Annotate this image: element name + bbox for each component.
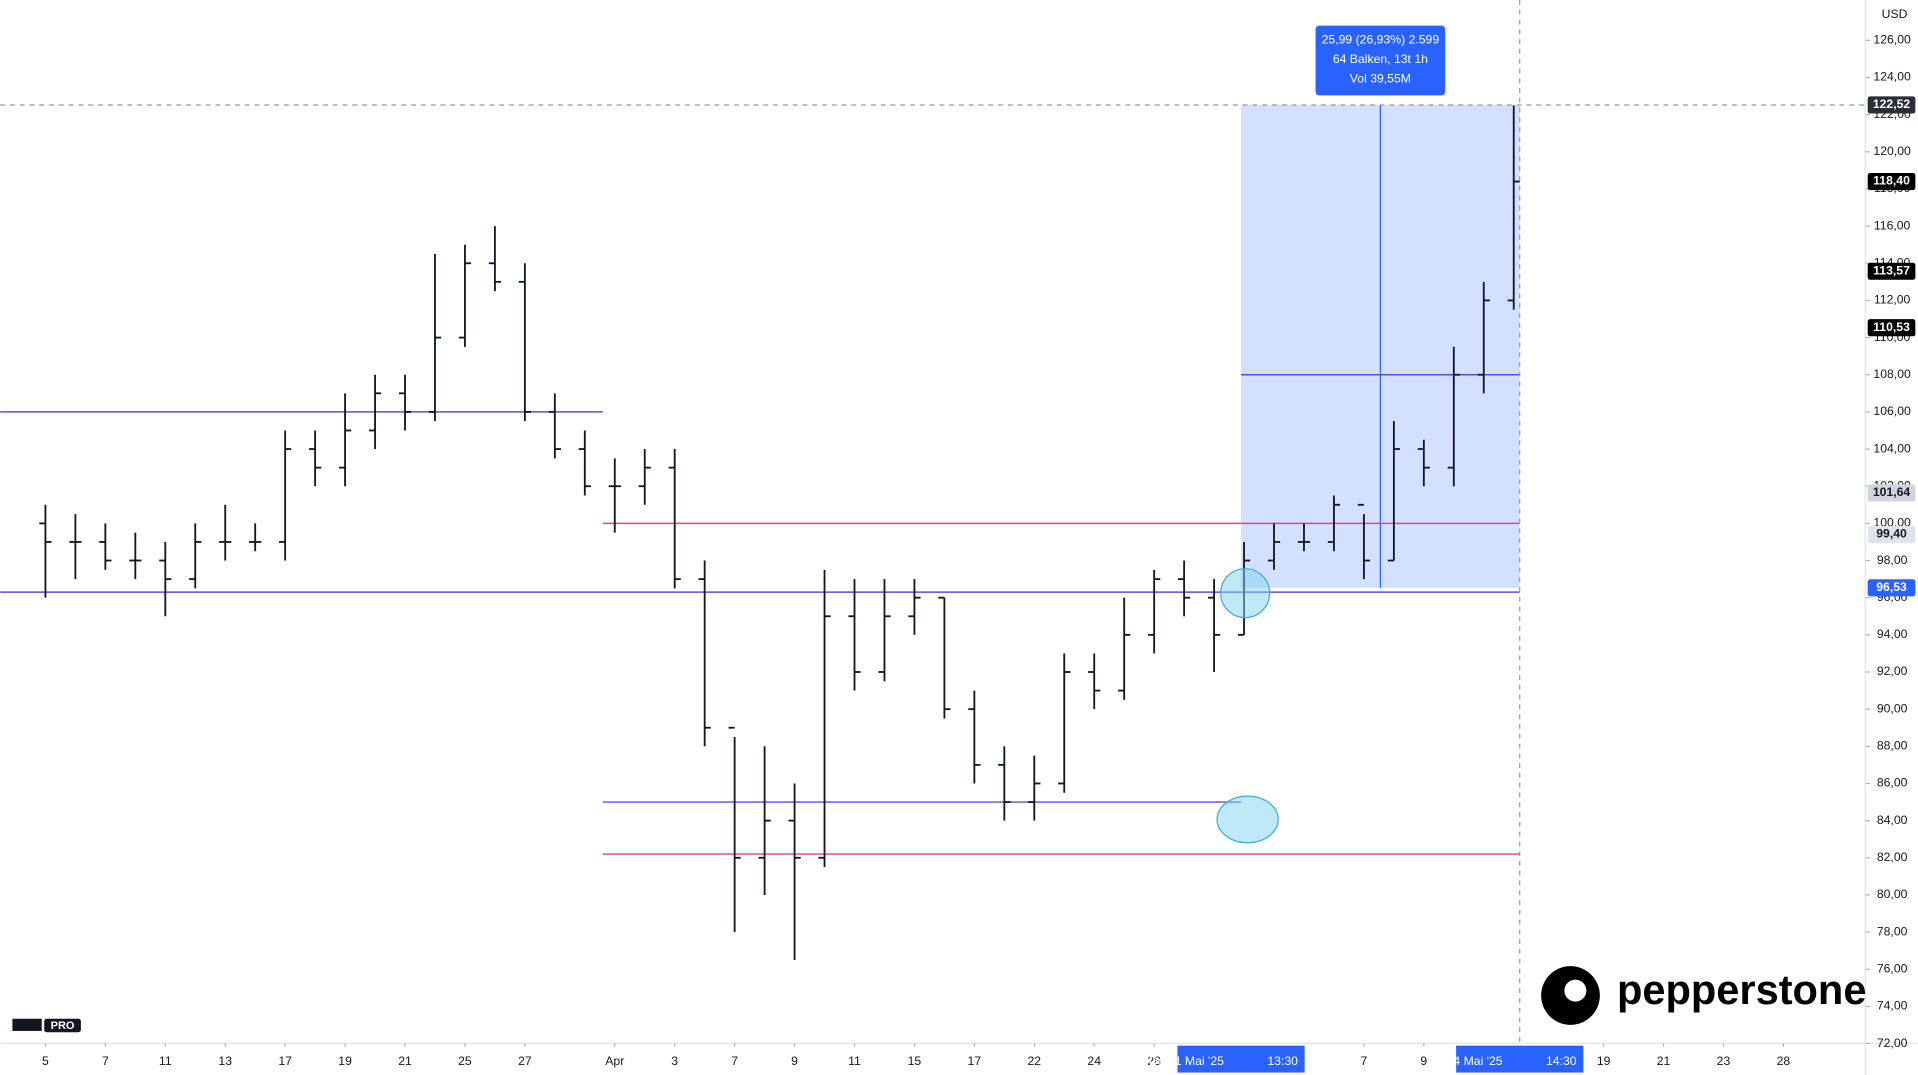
y-tick-label: 84,00 (1877, 813, 1908, 827)
price-label (1867, 525, 1916, 544)
logo-badge (44, 1018, 81, 1033)
y-tick-label: 112,00 (1874, 293, 1911, 307)
y-tick-label: 92,00 (1877, 664, 1908, 678)
x-tick-label: 17 (968, 1054, 982, 1068)
date-tag-date: Mi 14 Mai '25 (1430, 1054, 1502, 1068)
marker-circle (1216, 795, 1279, 844)
price-label-text: 99,40 (1876, 527, 1907, 541)
measure-label: 25,99 (26,93%) 2.599 (1322, 33, 1440, 47)
price-label (1867, 172, 1916, 191)
x-tick-label: 19 (338, 1054, 352, 1068)
date-tag-time: 13:30 (1267, 1054, 1298, 1068)
currency: USD (1882, 7, 1908, 21)
x-tick-label: 13 (218, 1054, 232, 1068)
y-tick-label: 74,00 (1877, 999, 1908, 1013)
y-tick-label: 94,00 (1877, 627, 1908, 641)
y-tick-label: 124,00 (1873, 70, 1911, 84)
logo-badge-text: PRO (51, 1020, 75, 1032)
x-tick-label: 7 (102, 1054, 109, 1068)
y-tick-label: 126,00 (1873, 33, 1911, 47)
price-label-text: 101,64 (1873, 485, 1911, 499)
y-tick-label: 98,00 (1877, 553, 1908, 567)
y-tick-label: 78,00 (1877, 924, 1908, 938)
date-tag (1456, 1045, 1584, 1073)
brand-mark-hole (1564, 979, 1587, 1002)
y-tick-label: 86,00 (1877, 776, 1908, 790)
x-tick-label: 19 (1597, 1054, 1611, 1068)
y-tick-label: 104,00 (1873, 441, 1911, 455)
x-tick-label: 24 (1087, 1054, 1101, 1068)
x-tick-label: 17 (278, 1054, 292, 1068)
x-tick-label: 7 (1361, 1054, 1368, 1068)
date-tag-date: Do 01 Mai '25 (1149, 1054, 1224, 1068)
measure-label: 64 Balken, 13t 1h (1333, 52, 1428, 66)
measure-label-box (1315, 25, 1446, 96)
x-tick-label: 21 (1657, 1054, 1671, 1068)
x-tick-label: Apr (605, 1054, 624, 1068)
x-tick-label: 23 (1717, 1054, 1731, 1068)
brand-logo: pepperstone (1541, 966, 1866, 1025)
x-tick-label: 28 (1147, 1054, 1161, 1068)
price-label-text: 113,57 (1873, 263, 1910, 277)
x-tick-label: 22 (1027, 1054, 1041, 1068)
y-tick-label: 106,00 (1873, 404, 1911, 418)
x-tick-label: 9 (1420, 1054, 1427, 1068)
logo-shape (12, 1018, 42, 1031)
x-tick-label: 9 (791, 1054, 798, 1068)
price-label (1867, 484, 1916, 502)
marker-circle (1220, 568, 1271, 619)
x-tick-label: 27 (518, 1054, 532, 1068)
price-label-text: 96,53 (1876, 580, 1907, 594)
x-tick-label: 15 (908, 1054, 922, 1068)
price-label-text: 118,40 (1873, 174, 1910, 188)
date-tag (1177, 1045, 1305, 1073)
x-tick-label: 11 (159, 1054, 172, 1068)
y-tick-label: 88,00 (1877, 739, 1908, 753)
y-tick-label: 80,00 (1877, 887, 1908, 901)
tv-logo: PRO (12, 1018, 81, 1033)
y-tick-label: 116,00 (1874, 218, 1911, 232)
price-label (1867, 262, 1916, 280)
x-tick-label: 5 (42, 1054, 49, 1068)
y-tick-label: 120,00 (1873, 144, 1911, 158)
x-tick-label: 28 (1777, 1054, 1791, 1068)
price-label (1867, 96, 1916, 114)
x-tick-label: 7 (731, 1054, 738, 1068)
price-label-text: 110,53 (1873, 320, 1910, 334)
price-label-text: 122,52 (1873, 97, 1911, 111)
y-tick-label: 90,00 (1877, 701, 1908, 715)
x-tick-label: 21 (398, 1054, 412, 1068)
price-label (1867, 579, 1916, 597)
x-tick-label: 3 (671, 1054, 678, 1068)
y-tick-label: 82,00 (1877, 850, 1908, 864)
date-tag-time: 14:30 (1546, 1054, 1577, 1068)
price-label (1867, 319, 1916, 337)
x-tick-label: 25 (458, 1054, 472, 1068)
y-tick-label: 72,00 (1877, 1036, 1908, 1050)
brand-name: pepperstone (1617, 966, 1867, 1013)
y-tick-label: 76,00 (1877, 961, 1908, 975)
measure-label: Vol 39,55M (1350, 72, 1411, 86)
x-tick-label: 11 (848, 1054, 861, 1068)
y-tick-label: 108,00 (1873, 367, 1911, 381)
